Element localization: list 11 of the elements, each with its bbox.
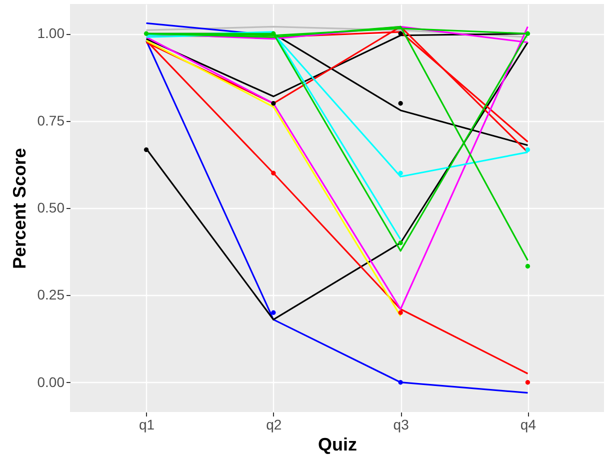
y-tick-label: 0.00 (37, 374, 65, 390)
x-tick-label: q3 (393, 416, 410, 432)
y-tick-label: 0.25 (37, 286, 65, 303)
y-axis-title: Percent Score (9, 148, 30, 270)
y-tick-label: 0.50 (37, 200, 65, 216)
x-axis-title: Quiz (318, 434, 357, 454)
x-tick-label: q2 (266, 416, 282, 432)
x-tick-label: q4 (520, 416, 536, 432)
x-tick-label: q1 (138, 416, 155, 432)
y-tick-label: 1.00 (37, 25, 65, 42)
y-tick-label: 0.75 (37, 112, 65, 128)
